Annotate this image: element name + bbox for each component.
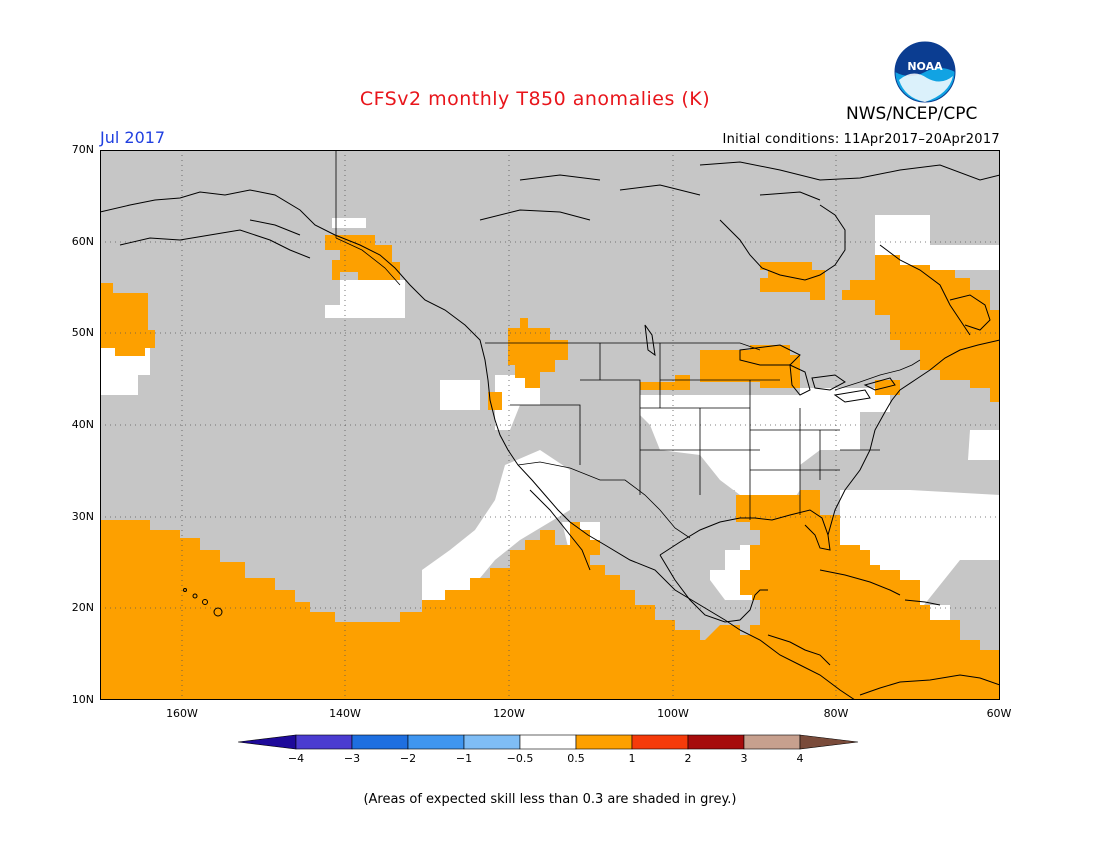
map-title: CFSv2 monthly T850 anomalies (K) (359, 88, 711, 110)
coastlines (100, 161, 1000, 700)
lat-label: 30N (71, 510, 94, 523)
colorbar-tick-label: 4 (796, 752, 804, 765)
colorbar-tick-label: −3 (343, 752, 361, 765)
colorbar-tick-label: −2 (399, 752, 417, 765)
colorbar-tick-label: 2 (684, 752, 692, 765)
lat-label: 70N (71, 143, 94, 156)
lat-label: 50N (71, 326, 94, 339)
lon-label: 120W (493, 707, 525, 720)
lat-label: 40N (71, 418, 94, 431)
political-borders (335, 150, 921, 539)
colorbar-swatch (351, 734, 409, 750)
noaa-logo-text: NOAA (907, 60, 943, 73)
lon-label: 140W (329, 707, 361, 720)
colorbar-tick-label: −0.5 (506, 752, 534, 765)
colorbar-swatch (463, 734, 521, 750)
colorbar-arrow-high (799, 734, 859, 750)
org-label: NWS/NCEP/CPC (846, 104, 978, 124)
anomaly-map (100, 150, 1000, 700)
forecast-month: Jul 2017 (100, 128, 166, 147)
colorbar-swatch (575, 734, 633, 750)
positive-anomaly-regions (100, 235, 1000, 700)
noaa-logo: NOAA (894, 41, 956, 103)
lon-label: 60W (986, 707, 1012, 720)
colorbar-tick-label: −1 (455, 752, 473, 765)
lon-label: 100W (657, 707, 689, 720)
lon-label: 160W (166, 707, 198, 720)
colorbar-swatch (295, 734, 353, 750)
skill-note: (Areas of expected skill less than 0.3 a… (363, 792, 737, 807)
colorbar-tick-label: 0.5 (567, 752, 585, 765)
lat-label: 10N (71, 693, 94, 706)
colorbar-swatch (743, 734, 801, 750)
initial-conditions: Initial conditions: 11Apr2017–20Apr2017 (718, 132, 1000, 147)
colorbar-swatch (519, 734, 577, 750)
colorbar-tick-label: −4 (287, 752, 305, 765)
colorbar (238, 734, 859, 750)
colorbar-swatch (687, 734, 745, 750)
lat-label: 60N (71, 235, 94, 248)
init-range: 11Apr2017–20Apr2017 (843, 132, 1000, 147)
lat-label: 20N (71, 601, 94, 614)
colorbar-tick-label: 1 (628, 752, 636, 765)
colorbar-tick-label: 3 (740, 752, 748, 765)
init-label: Initial conditions: (722, 132, 840, 147)
lon-label: 80W (823, 707, 849, 720)
colorbar-arrow-low (238, 734, 297, 750)
colorbar-swatch (631, 734, 689, 750)
colorbar-swatch (407, 734, 465, 750)
graticule (100, 150, 1000, 700)
